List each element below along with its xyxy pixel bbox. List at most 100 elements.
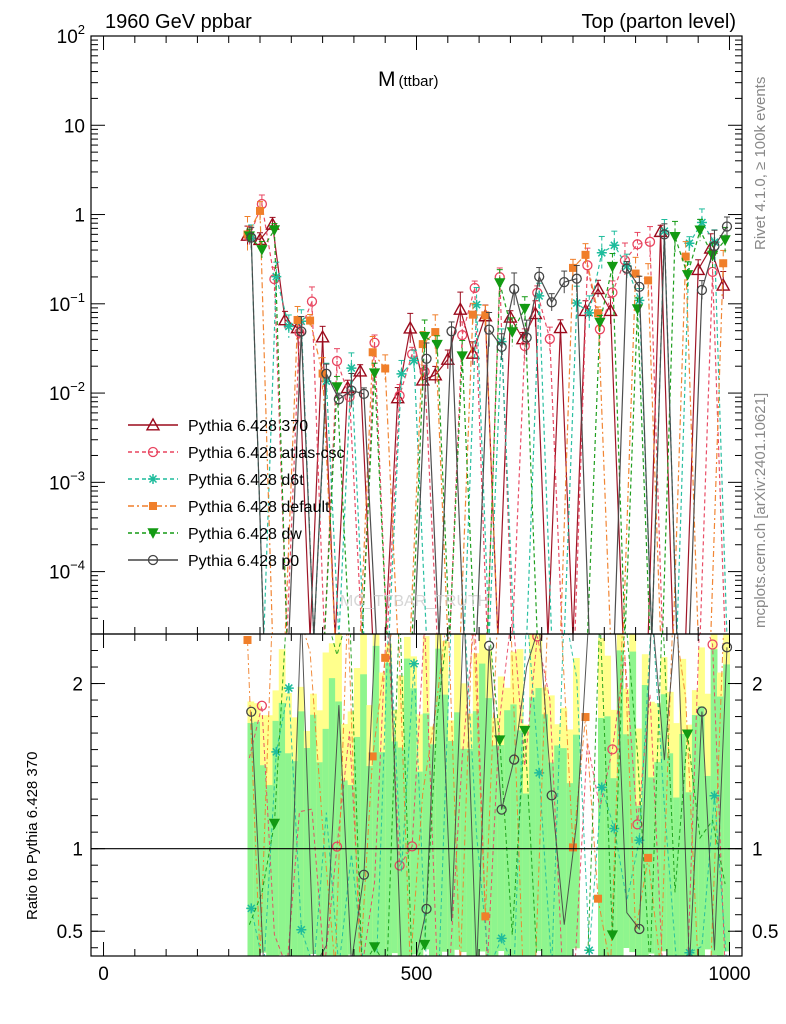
point-p0 [346, 385, 357, 396]
ratio-band-green [247, 723, 255, 956]
ratio-band-green [566, 783, 574, 956]
legend-item-d6t: Pythia 6.428 d6t [128, 472, 304, 489]
point-default [306, 316, 315, 325]
ratio-band-green [278, 702, 286, 955]
ratio-band-green [723, 664, 730, 952]
point-d6t [271, 271, 282, 282]
point-default [568, 263, 577, 272]
point-370 [453, 301, 468, 315]
ratio-band-green [497, 745, 505, 952]
legend: Pythia 6.428 370 Pythia 6.428 atlas-csc Py… [128, 417, 345, 570]
plot-title-sub: (ttbar) [399, 73, 439, 90]
ratio-point-default [481, 912, 490, 921]
ratio-band-green [403, 658, 411, 956]
ratio-band-green [691, 715, 699, 956]
line-p0 [250, 226, 728, 634]
plot-title-main: M [378, 68, 396, 91]
point-atlas-csc [632, 239, 643, 250]
ratio-line-d6t [250, 634, 727, 956]
ratio-series-default [243, 634, 724, 956]
ratio-band-green [272, 720, 280, 956]
x-tick-label: 500 [401, 964, 433, 985]
point-p0 [509, 283, 520, 295]
legend-label-370: Pythia 6.428 370 [188, 418, 308, 435]
point-default [481, 311, 490, 320]
point-d6t [584, 307, 595, 318]
ratio-point-dw [519, 725, 531, 737]
ratio-point-default [368, 752, 377, 761]
ratio-band-green [416, 771, 424, 956]
ratio-tick-label: 1 [72, 840, 83, 861]
ratio-band-green [679, 733, 687, 956]
ratio-band-green [260, 765, 267, 953]
ratio-band-green [673, 797, 680, 956]
legend-label-dw: Pythia 6.428 dw [188, 526, 302, 543]
ratio-band-green [635, 805, 643, 956]
point-p0 [546, 297, 557, 308]
legend-marker-atlas-csc [147, 446, 159, 458]
ratio-band-green [604, 716, 612, 956]
ratio-band-green [510, 704, 518, 956]
ratio-band-green [391, 741, 399, 954]
ratio-band-green [547, 762, 555, 956]
ratio-band-green [328, 678, 336, 956]
ratio-series-p0 [246, 634, 733, 956]
point-default [318, 369, 327, 378]
ratio-series-d6t [246, 634, 727, 956]
ratio-band-green [629, 651, 637, 953]
ratio-band-green [560, 748, 568, 956]
legend-marker-dw [147, 528, 159, 539]
ratio-band-green [285, 753, 292, 956]
ratio-tick-label: 0.5 [57, 922, 83, 943]
point-default [256, 206, 265, 215]
x-tick-label: 1000 [708, 964, 750, 985]
legend-label-default: Pythia 6.428 default [188, 499, 330, 516]
point-default [368, 348, 377, 357]
main-series [240, 194, 733, 634]
legend-label-d6t: Pythia 6.428 d6t [188, 472, 304, 489]
ratio-band-green [441, 694, 449, 952]
ratio-band-green [378, 752, 386, 956]
ratio-tick-label: 2 [72, 675, 83, 696]
point-default [381, 364, 390, 373]
point-atlas-csc [394, 390, 405, 401]
ratio-point-p0 [509, 754, 520, 765]
ratio-band-green [316, 762, 324, 956]
ratio-band-green [616, 650, 624, 956]
line-dw [248, 228, 726, 634]
ratio-tick-label-right: 2 [752, 675, 763, 696]
ratio-band-green [698, 706, 705, 956]
ratio-band-green [666, 753, 674, 956]
point-p0 [534, 271, 545, 282]
y-tick-label: 10−4 [49, 558, 85, 584]
ratio-line-default [246, 634, 724, 956]
point-p0 [496, 341, 507, 353]
ratio-band-green [660, 694, 668, 952]
ratio-band-green [648, 777, 655, 954]
ratio-band-green [303, 748, 311, 956]
ratio-band-green [266, 785, 274, 956]
legend-marker-default [149, 502, 157, 510]
ratio-band-green [341, 780, 349, 956]
ratio-band-green [491, 745, 499, 956]
legend-item-dw: Pythia 6.428 dw [128, 526, 302, 543]
ratio-band-green [541, 714, 549, 956]
ratio-point-d6t [684, 947, 695, 956]
point-p0 [333, 394, 345, 405]
ratio-band-green [685, 792, 693, 956]
y-tick-label: 10−2 [49, 379, 85, 405]
ratio-point-atlas-csc [707, 639, 718, 650]
ratio-band-green [516, 730, 524, 956]
ratio-band-green [297, 711, 305, 956]
point-370 [465, 345, 481, 359]
ratio-band-green [472, 711, 480, 956]
ratio-band-green [504, 710, 511, 956]
point-default [581, 250, 590, 259]
ratio-band-green [716, 696, 724, 956]
ratio-band-green [385, 663, 392, 956]
y-tick-label: 102 [57, 22, 85, 48]
series-p0 [246, 216, 733, 634]
point-p0 [559, 276, 570, 288]
line-default [246, 208, 724, 634]
